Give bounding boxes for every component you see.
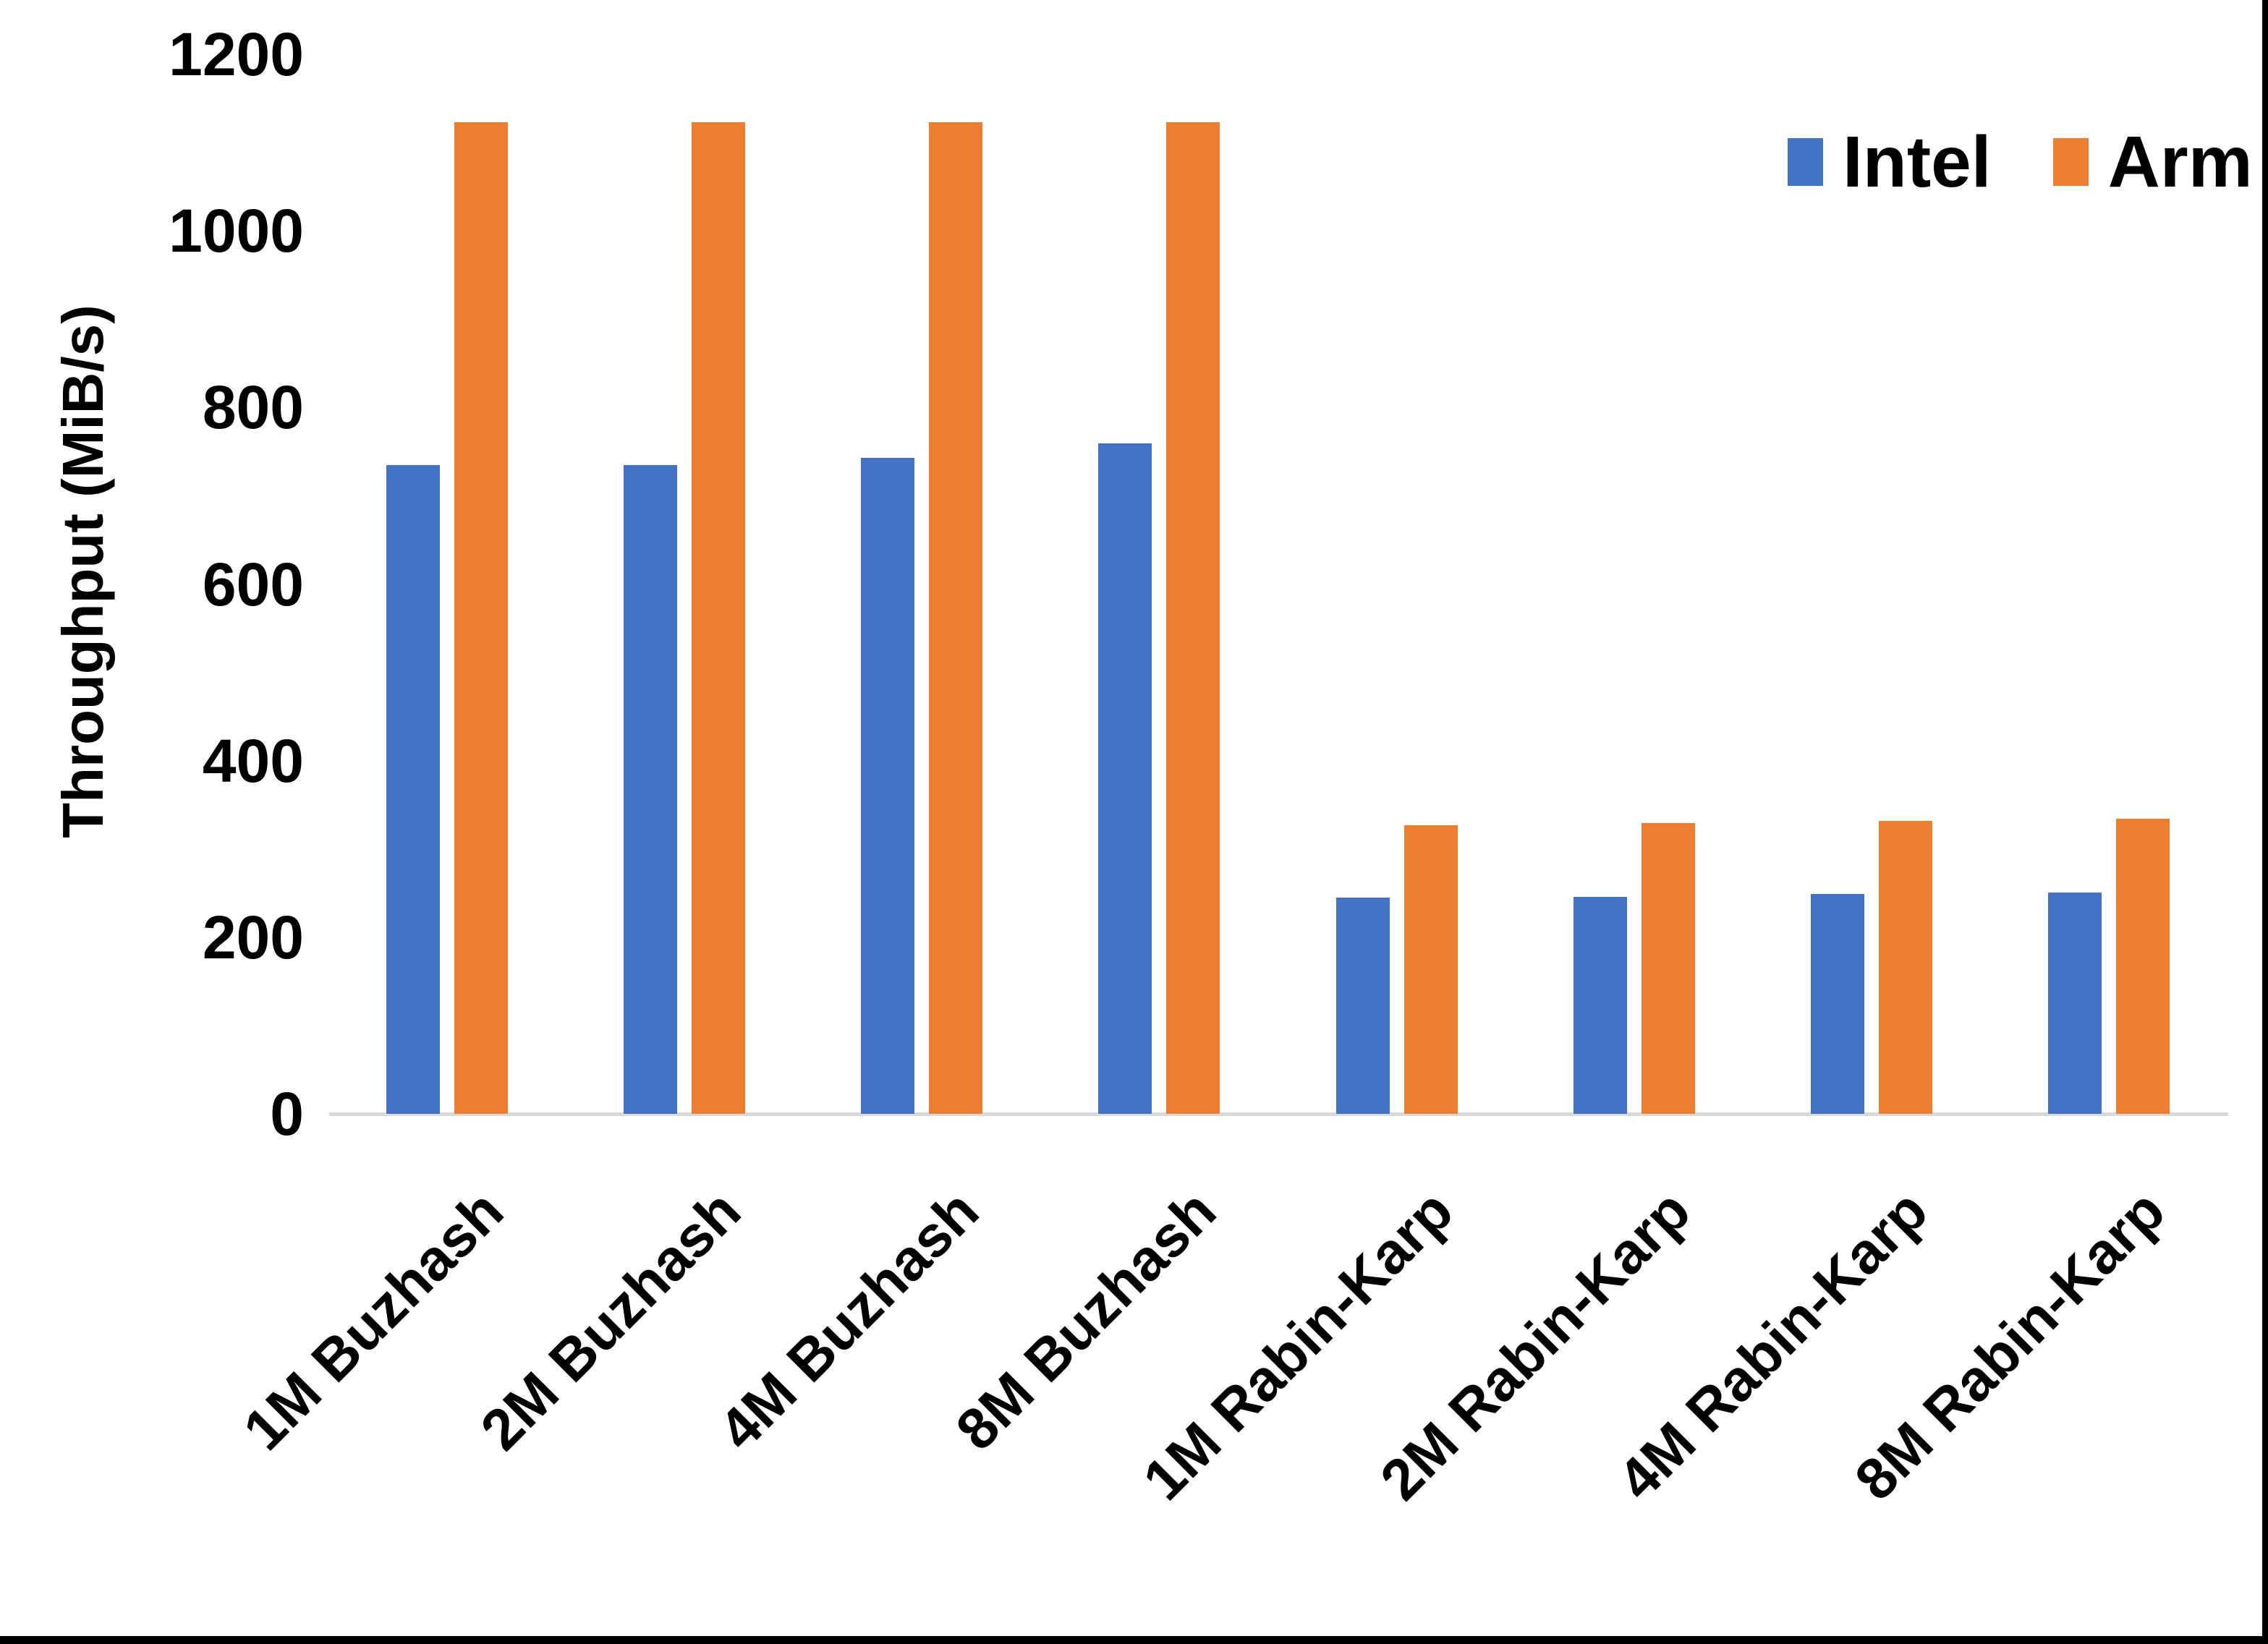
bar-arm-8m-rabin-karp [2115,819,2170,1114]
chart-legend: Intel Arm [1788,114,2253,210]
y-tick-label-1000: 1000 [169,197,304,265]
bar-arm-4m-buzhash [929,122,983,1114]
y-tick-label-600: 600 [202,550,304,618]
bar-intel-8m-rabin-karp [2047,892,2102,1114]
legend-item-arm: Arm [2052,122,2253,203]
y-axis-title: Throughput (MiB/s) [51,304,115,838]
y-tick-label-400: 400 [202,726,304,795]
bar-arm-1m-rabin-karp [1403,825,1458,1114]
legend-label-arm: Arm [2107,122,2253,203]
y-tick-label-800: 800 [202,373,304,442]
legend-label-intel: Intel [1843,122,1992,203]
bar-intel-4m-buzhash [861,457,915,1114]
bar-arm-8m-buzhash [1166,122,1220,1114]
bar-intel-1m-rabin-karp [1335,897,1390,1114]
bar-arm-1m-buzhash [454,122,509,1114]
legend-swatch-intel [1788,138,1823,186]
legend-item-intel: Intel [1788,126,1992,198]
bar-intel-8m-buzhash [1098,443,1152,1114]
bar-intel-2m-rabin-karp [1573,896,1627,1114]
screenshot-bottom-border [0,1636,2268,1644]
legend-swatch-arm [2052,138,2089,186]
bar-arm-2m-buzhash [692,122,746,1114]
y-tick-label-200: 200 [202,903,304,971]
screenshot-right-border [2262,0,2268,1644]
x-axis-line [329,1112,2228,1116]
y-tick-label-0: 0 [270,1080,304,1148]
bar-arm-2m-rabin-karp [1641,823,1695,1114]
bar-intel-4m-rabin-karp [1810,894,1864,1114]
bar-intel-2m-buzhash [624,464,678,1114]
bar-intel-1m-buzhash [386,464,441,1114]
y-tick-label-1200: 1200 [169,20,304,88]
bar-arm-4m-rabin-karp [1878,820,1932,1114]
